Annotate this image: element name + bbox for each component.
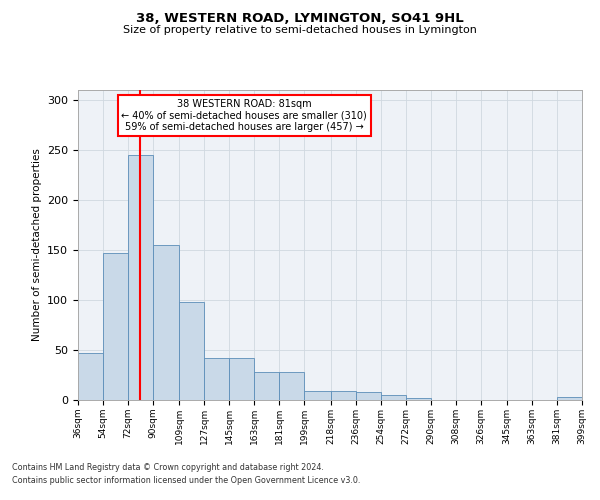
Bar [280, 372, 304, 400]
Bar [128, 155, 153, 400]
Bar [153, 245, 179, 400]
Bar [229, 358, 254, 400]
Bar [557, 397, 582, 400]
Bar [254, 372, 280, 400]
Bar [179, 302, 205, 400]
Text: Contains HM Land Registry data © Crown copyright and database right 2024.: Contains HM Land Registry data © Crown c… [12, 464, 324, 472]
Bar [304, 391, 331, 400]
Bar [380, 395, 406, 400]
Text: 38 WESTERN ROAD: 81sqm
← 40% of semi-detached houses are smaller (310)
59% of se: 38 WESTERN ROAD: 81sqm ← 40% of semi-det… [121, 100, 367, 132]
Text: 38, WESTERN ROAD, LYMINGTON, SO41 9HL: 38, WESTERN ROAD, LYMINGTON, SO41 9HL [136, 12, 464, 26]
Bar [356, 392, 380, 400]
Bar [103, 253, 128, 400]
Bar [78, 353, 103, 400]
Bar [331, 391, 356, 400]
Bar [406, 398, 431, 400]
Bar [205, 358, 229, 400]
Text: Size of property relative to semi-detached houses in Lymington: Size of property relative to semi-detach… [123, 25, 477, 35]
Text: Contains public sector information licensed under the Open Government Licence v3: Contains public sector information licen… [12, 476, 361, 485]
Y-axis label: Number of semi-detached properties: Number of semi-detached properties [32, 148, 41, 342]
